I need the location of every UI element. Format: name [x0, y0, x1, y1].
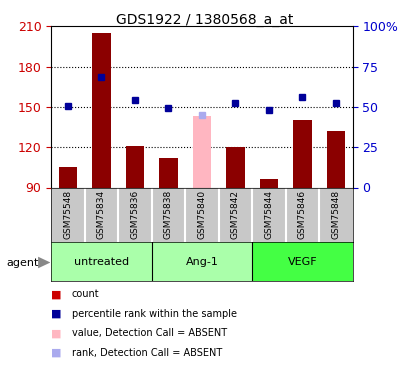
Text: untreated: untreated: [74, 256, 129, 267]
Text: percentile rank within the sample: percentile rank within the sample: [72, 309, 236, 319]
Text: GSM75848: GSM75848: [330, 190, 339, 239]
Text: GSM75548: GSM75548: [63, 190, 72, 239]
Bar: [126, 146, 144, 188]
Text: GSM75846: GSM75846: [297, 190, 306, 239]
Text: ■: ■: [51, 309, 62, 319]
Text: GDS1922 / 1380568_a_at: GDS1922 / 1380568_a_at: [116, 13, 293, 27]
Bar: [51, 242, 151, 281]
Bar: [151, 242, 252, 281]
Bar: [58, 167, 77, 188]
Bar: [192, 116, 211, 188]
Bar: [92, 33, 110, 188]
Bar: [159, 158, 177, 188]
Text: Ang-1: Ang-1: [185, 256, 218, 267]
Text: value, Detection Call = ABSENT: value, Detection Call = ABSENT: [72, 328, 226, 338]
Text: VEGF: VEGF: [287, 256, 317, 267]
Bar: [292, 120, 311, 188]
Text: GSM75840: GSM75840: [197, 190, 206, 239]
Text: ■: ■: [51, 290, 62, 299]
Bar: [226, 147, 244, 188]
Text: count: count: [72, 290, 99, 299]
Text: ■: ■: [51, 348, 62, 358]
Text: rank, Detection Call = ABSENT: rank, Detection Call = ABSENT: [72, 348, 221, 358]
Text: agent: agent: [6, 258, 38, 267]
Bar: [259, 180, 277, 188]
Bar: [326, 131, 344, 188]
Text: GSM75842: GSM75842: [230, 190, 239, 239]
Text: GSM75844: GSM75844: [264, 190, 273, 239]
Text: GSM75836: GSM75836: [130, 190, 139, 240]
Polygon shape: [38, 257, 50, 268]
Text: ■: ■: [51, 328, 62, 338]
Bar: [252, 242, 352, 281]
Text: GSM75838: GSM75838: [164, 190, 173, 240]
Text: GSM75834: GSM75834: [97, 190, 106, 239]
